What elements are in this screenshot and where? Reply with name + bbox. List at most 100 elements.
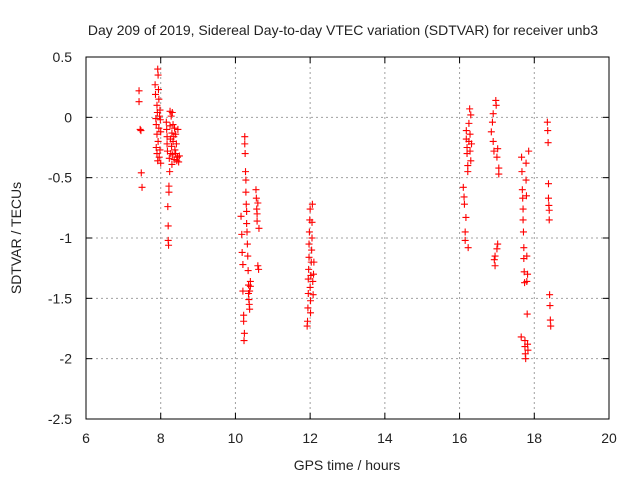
data-point (252, 194, 260, 202)
x-tick-label: 14 (377, 430, 393, 446)
data-point (135, 87, 143, 95)
data-point (254, 262, 262, 270)
data-point (544, 139, 552, 147)
data-point (544, 180, 552, 188)
data-point (169, 121, 177, 129)
data-point (310, 258, 318, 266)
data-point (168, 109, 176, 117)
data-point (163, 140, 171, 148)
data-point (494, 145, 502, 153)
data-point (175, 158, 183, 166)
data-point (168, 160, 176, 168)
data-point (491, 262, 499, 270)
data-point (523, 310, 531, 318)
data-point (157, 159, 165, 167)
data-point (155, 95, 163, 103)
data-point (310, 270, 318, 278)
data-point (156, 146, 164, 154)
data-point (462, 127, 470, 135)
data-point (239, 287, 247, 295)
x-tick-label: 18 (526, 430, 542, 446)
data-point (151, 90, 159, 98)
data-point (466, 147, 474, 155)
data-point (309, 291, 317, 299)
data-point (165, 188, 173, 196)
data-point (308, 246, 316, 254)
data-point (487, 128, 495, 136)
y-tick-label: 0.5 (53, 49, 73, 65)
data-point (304, 317, 312, 325)
data-point (545, 216, 553, 224)
data-point (304, 275, 312, 283)
data-point (543, 118, 551, 126)
data-point (494, 240, 502, 248)
y-tick-label: -1.5 (48, 290, 72, 306)
x-tick-label: 16 (452, 430, 468, 446)
data-point (460, 200, 468, 208)
data-point (308, 234, 316, 242)
data-point (243, 228, 251, 236)
data-point (240, 311, 248, 319)
data-point (492, 101, 500, 109)
data-point (164, 222, 172, 230)
data-point (242, 188, 250, 196)
data-point (240, 337, 248, 345)
data-point (467, 111, 475, 119)
data-point (156, 116, 164, 124)
x-tick-label: 6 (82, 430, 90, 446)
data-point (156, 106, 164, 114)
data-point (493, 153, 501, 161)
data-point (468, 140, 476, 148)
data-point (137, 169, 145, 177)
data-point (304, 304, 312, 312)
data-point (489, 110, 497, 118)
data-point (154, 65, 162, 73)
data-point (153, 150, 161, 158)
x-tick-label: 8 (157, 430, 165, 446)
data-point (546, 291, 554, 299)
data-point (167, 112, 175, 120)
y-tick-label: -0.5 (48, 170, 72, 186)
data-point (489, 137, 497, 145)
data-point (305, 228, 313, 236)
data-point (546, 302, 554, 310)
data-point (464, 244, 472, 252)
data-point (522, 192, 530, 200)
data-point (490, 256, 498, 264)
data-point (305, 265, 313, 273)
data-point (493, 245, 501, 253)
data-point (166, 122, 174, 130)
x-tick-label: 20 (601, 430, 617, 446)
data-point (243, 207, 251, 215)
data-point (464, 168, 472, 176)
data-point (547, 322, 555, 330)
data-point (174, 125, 182, 133)
x-tick-label: 12 (302, 430, 318, 446)
data-point (135, 98, 143, 106)
data-point (305, 253, 313, 261)
data-point (518, 186, 526, 194)
data-point (246, 305, 254, 313)
data-point (306, 283, 314, 291)
data-point (519, 216, 527, 224)
data-point (154, 71, 162, 79)
data-point (166, 168, 174, 176)
data-point (253, 217, 261, 225)
data-point (242, 200, 250, 208)
data-point (246, 282, 254, 290)
data-point (240, 329, 248, 337)
data-point (171, 146, 179, 154)
data-point (521, 337, 529, 345)
data-point (238, 230, 246, 238)
data-point (254, 199, 262, 207)
grid-lines (86, 57, 609, 419)
data-point (307, 309, 315, 317)
data-point (305, 240, 313, 248)
data-point (151, 81, 159, 89)
data-point (525, 147, 533, 155)
data-point (244, 267, 252, 275)
y-tick-labels: 0.5 0 -0.5 -1 -1.5 -2 -2.5 (48, 49, 72, 427)
data-point (461, 228, 469, 236)
data-point (309, 277, 317, 285)
data-point (156, 112, 164, 120)
